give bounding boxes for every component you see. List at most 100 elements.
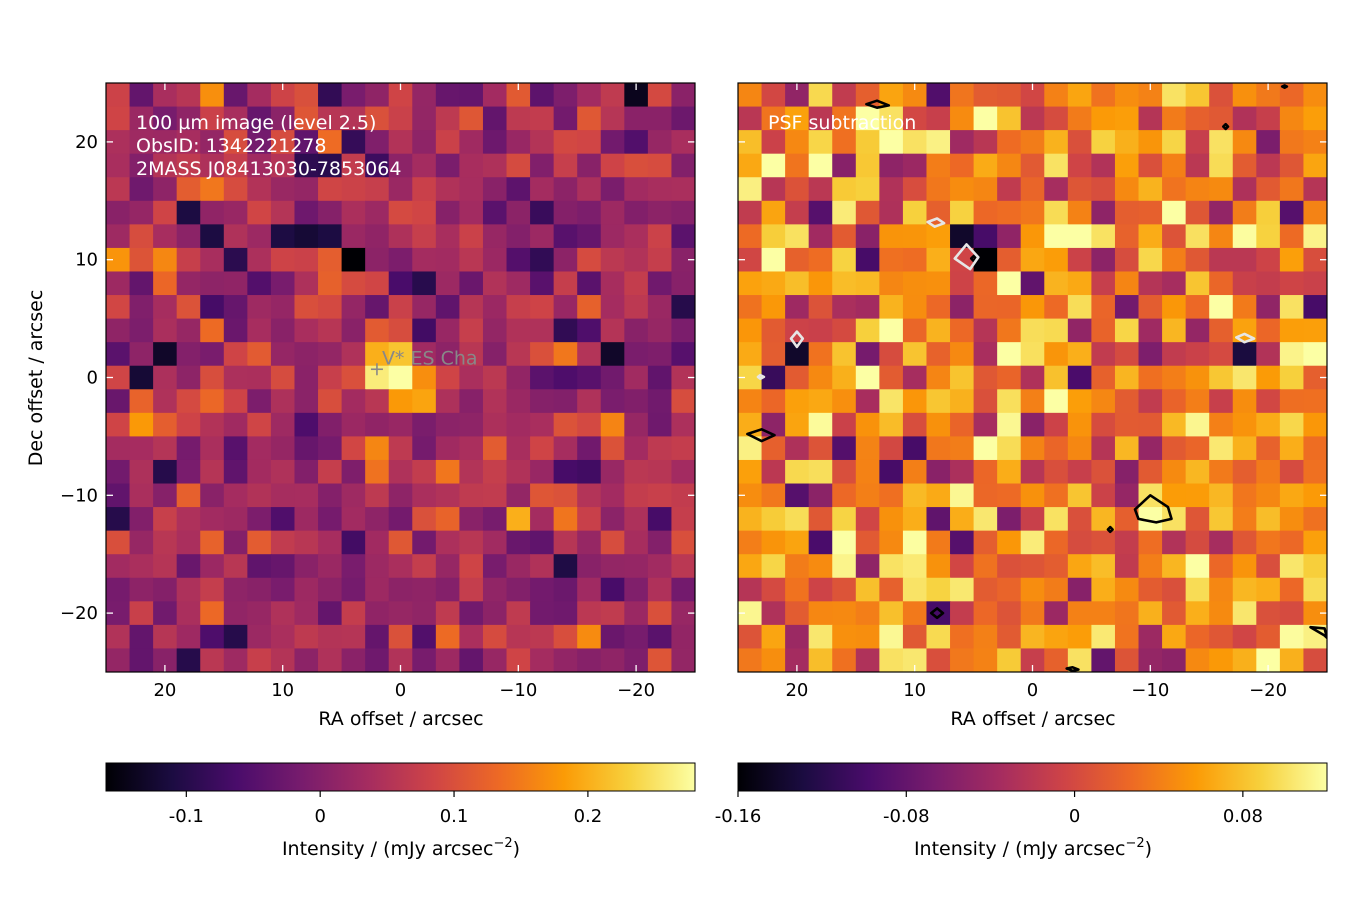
heatmap-cell xyxy=(1044,153,1069,178)
heatmap-cell xyxy=(1044,624,1069,650)
heatmap-cell xyxy=(270,389,296,414)
heatmap-cell xyxy=(1303,389,1327,414)
heatmap-cell xyxy=(247,389,272,414)
heatmap-cell xyxy=(624,577,649,602)
left-colorbar-label-exp: −2 xyxy=(493,836,512,851)
heatmap-cell xyxy=(1303,318,1327,343)
heatmap-cell xyxy=(1114,365,1140,390)
heatmap-cell xyxy=(129,83,154,108)
contour-line xyxy=(1133,493,1173,524)
heatmap-cell xyxy=(270,247,296,273)
heatmap-cell xyxy=(600,436,625,461)
heatmap-cell xyxy=(106,271,131,296)
heatmap-cell xyxy=(738,459,763,485)
heatmap-cell xyxy=(1067,507,1092,532)
heatmap-cell xyxy=(341,577,366,602)
heatmap-cell xyxy=(530,483,555,508)
heatmap-cell xyxy=(1162,577,1187,602)
heatmap-cell xyxy=(388,389,413,414)
heatmap-cell xyxy=(1091,459,1116,485)
heatmap-cell xyxy=(341,153,366,178)
heatmap-cell xyxy=(223,530,248,555)
heatmap-cell xyxy=(482,412,508,437)
heatmap-cell xyxy=(808,389,833,414)
heatmap-cell xyxy=(482,436,508,461)
heatmap-cell xyxy=(412,177,437,202)
heatmap-cell xyxy=(997,624,1022,650)
heatmap-cell xyxy=(1162,459,1187,485)
heatmap-cell xyxy=(1279,130,1305,155)
heatmap-cell xyxy=(600,106,625,131)
heatmap-cell xyxy=(997,648,1022,672)
heatmap-cell xyxy=(1067,83,1092,108)
heatmap-cell xyxy=(129,648,154,672)
heatmap-cell xyxy=(153,412,178,437)
heatmap-cell xyxy=(1209,412,1234,437)
heatmap-cell xyxy=(832,318,857,343)
heatmap-cell xyxy=(200,530,225,555)
heatmap-cell xyxy=(1044,200,1069,225)
heatmap-cell xyxy=(1209,389,1234,414)
heatmap-cell xyxy=(1044,224,1069,249)
heatmap-cell xyxy=(435,577,460,602)
heatmap-cell xyxy=(738,271,763,296)
heatmap-cell xyxy=(1020,342,1045,367)
heatmap-cell xyxy=(855,577,880,602)
heatmap-cell xyxy=(855,200,880,225)
heatmap-cell xyxy=(1020,130,1045,155)
heatmap-cell xyxy=(761,554,786,579)
heatmap-cell xyxy=(506,177,531,202)
heatmap-cell xyxy=(1091,342,1116,367)
heatmap-cell xyxy=(1067,436,1092,461)
heatmap-cell xyxy=(506,200,531,225)
heatmap-cell xyxy=(223,153,248,178)
heatmap-cell xyxy=(1067,224,1092,249)
heatmap-cell xyxy=(1162,365,1187,390)
heatmap-cell xyxy=(1185,271,1210,296)
heatmap-cell xyxy=(1185,83,1210,108)
heatmap-cell xyxy=(1209,83,1234,108)
heatmap-cell xyxy=(176,554,201,579)
heatmap-cell xyxy=(855,271,880,296)
heatmap-cell xyxy=(247,130,272,155)
heatmap-cell xyxy=(738,530,763,555)
heatmap-cell xyxy=(926,459,951,485)
heatmap-cell xyxy=(600,577,625,602)
heatmap-cell xyxy=(973,530,998,555)
contour-line xyxy=(926,217,946,228)
heatmap-cell xyxy=(1091,247,1116,273)
heatmap-cell xyxy=(600,530,625,555)
heatmap-cell xyxy=(1067,577,1092,602)
heatmap-cell xyxy=(1279,247,1305,273)
heatmap-cell xyxy=(950,177,975,202)
heatmap-cell xyxy=(950,436,975,461)
heatmap-cell xyxy=(1020,224,1045,249)
heatmap-cell xyxy=(412,106,437,131)
heatmap-cell xyxy=(997,507,1022,532)
heatmap-cell xyxy=(671,648,695,672)
heatmap-cell xyxy=(270,436,296,461)
heatmap-cell xyxy=(600,247,625,273)
heatmap-cell xyxy=(1209,530,1234,555)
heatmap-cell xyxy=(388,224,413,249)
heatmap-cell xyxy=(1209,365,1234,390)
heatmap-cell xyxy=(1256,318,1281,343)
right-annotation-line-1: PSF subtraction xyxy=(768,112,916,134)
heatmap-cell xyxy=(1303,459,1327,485)
heatmap-cell xyxy=(388,624,413,650)
heatmap-cell xyxy=(1067,389,1092,414)
heatmap-cell xyxy=(1209,153,1234,178)
heatmap-cell xyxy=(624,224,649,249)
heatmap-cell xyxy=(1114,483,1140,508)
heatmap-cell xyxy=(832,295,857,320)
heatmap-cell xyxy=(153,130,178,155)
heatmap-cell xyxy=(129,130,154,155)
heatmap-cell xyxy=(671,412,695,437)
heatmap-cell xyxy=(1209,224,1234,249)
heatmap-cell xyxy=(973,624,998,650)
heatmap-cell xyxy=(388,271,413,296)
heatmap-cell xyxy=(785,459,810,485)
heatmap-cell xyxy=(530,624,555,650)
heatmap-cell xyxy=(1114,200,1140,225)
heatmap-cell xyxy=(577,624,602,650)
